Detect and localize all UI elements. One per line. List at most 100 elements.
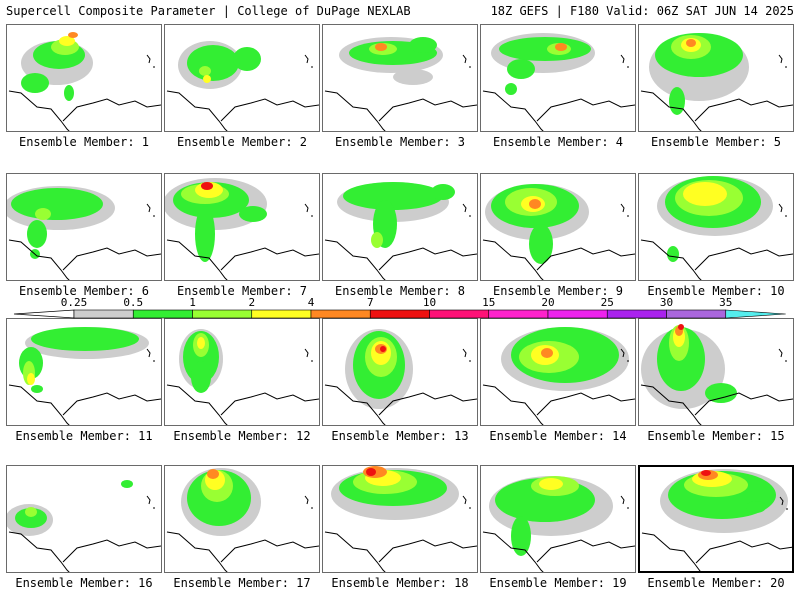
page-title: Supercell Composite Parameter | College … xyxy=(6,4,411,18)
scp-field-map xyxy=(324,329,477,425)
coastline xyxy=(8,239,161,280)
scp-contour-region xyxy=(431,184,455,200)
ensemble-member-map-2[interactable] xyxy=(164,24,320,132)
great-lakes-outline xyxy=(620,203,629,217)
scp-contour-region xyxy=(555,43,567,51)
coastline xyxy=(482,384,635,425)
ensemble-member-map-12[interactable] xyxy=(164,318,320,426)
ensemble-member-map-6[interactable] xyxy=(6,173,162,281)
ensemble-member-map-18[interactable] xyxy=(322,465,478,573)
legend-color-segment xyxy=(666,309,727,319)
scp-field-map xyxy=(324,182,477,280)
ensemble-member-map-13[interactable] xyxy=(322,318,478,426)
scp-contour-region xyxy=(393,69,433,85)
ensemble-member-map-8[interactable] xyxy=(322,173,478,281)
ensemble-member-map-17[interactable] xyxy=(164,465,320,573)
ensemble-member-map-20[interactable] xyxy=(638,465,794,573)
scp-contour-region xyxy=(207,469,219,479)
scp-field-map xyxy=(7,480,161,572)
coastline xyxy=(640,90,793,131)
scp-contour-region xyxy=(669,87,685,115)
scp-contour-region xyxy=(233,47,261,71)
ensemble-member-map-16[interactable] xyxy=(6,465,162,573)
ensemble-member-map-10[interactable] xyxy=(638,173,794,281)
legend-tick-label: 2 xyxy=(248,296,256,309)
scp-field-map xyxy=(7,186,161,280)
scp-contour-region xyxy=(15,508,47,528)
legend-tick-label: 25 xyxy=(600,296,614,309)
scp-contour-region xyxy=(27,220,47,248)
great-lakes-outline xyxy=(304,348,313,362)
coastline xyxy=(166,239,319,280)
scp-field-map xyxy=(166,329,319,425)
ensemble-member-label: Ensemble Member: 5 xyxy=(650,135,782,149)
scp-field-map xyxy=(166,468,319,572)
great-lakes-outline xyxy=(462,203,471,217)
coastline xyxy=(482,239,635,280)
ensemble-member-map-11[interactable] xyxy=(6,318,162,426)
scp-contour-region xyxy=(11,188,103,220)
ensemble-member-map-9[interactable] xyxy=(480,173,636,281)
ensemble-member-label: Ensemble Member: 19 xyxy=(489,576,627,590)
scp-contour-region xyxy=(683,182,727,206)
ensemble-member-label: Ensemble Member: 10 xyxy=(647,284,785,298)
scp-contour-region xyxy=(541,348,553,358)
scp-field-map xyxy=(324,37,477,131)
scp-contour-region xyxy=(505,83,517,95)
legend-tick-label: 0.5 xyxy=(123,296,144,309)
scp-contour-region xyxy=(371,232,383,248)
scp-field-map xyxy=(165,178,319,280)
ensemble-member-label: Ensemble Member: 2 xyxy=(176,135,308,149)
scp-contour-region xyxy=(201,182,213,190)
scp-contour-region xyxy=(511,516,531,556)
scp-contour-region xyxy=(21,73,49,93)
legend-color-segment xyxy=(369,309,430,319)
scp-contour-region xyxy=(529,224,553,264)
color-scale-bar xyxy=(13,309,786,319)
scp-contour-region xyxy=(68,32,78,38)
great-lakes-outline xyxy=(146,203,155,217)
scp-contour-region xyxy=(27,373,35,385)
coastline xyxy=(324,531,477,572)
scp-contour-region xyxy=(121,480,133,488)
legend-arrow-high xyxy=(725,309,786,319)
ensemble-member-map-15[interactable] xyxy=(638,318,794,426)
coastline xyxy=(482,90,635,131)
ensemble-member-label: Ensemble Member: 12 xyxy=(173,429,311,443)
ensemble-member-map-14[interactable] xyxy=(480,318,636,426)
ensemble-member-map-4[interactable] xyxy=(480,24,636,132)
ensemble-member-map-5[interactable] xyxy=(638,24,794,132)
scp-field-map xyxy=(482,33,635,131)
scp-contour-region xyxy=(507,59,535,79)
great-lakes-outline xyxy=(778,203,787,217)
scp-field-map xyxy=(8,327,161,425)
scp-contour-region xyxy=(499,37,591,61)
ensemble-member-map-3[interactable] xyxy=(322,24,478,132)
ensemble-member-label: Ensemble Member: 14 xyxy=(489,429,627,443)
scp-field-map xyxy=(640,324,793,425)
scp-contour-region xyxy=(31,385,43,393)
color-scale-legend: 0.25 0.5 1 2 4 7 10 15 20 25 30 35 xyxy=(0,296,800,322)
scp-contour-region xyxy=(25,507,37,517)
scp-contour-region xyxy=(705,383,737,403)
legend-color-segment xyxy=(547,309,608,319)
scp-contour-region xyxy=(197,337,205,349)
scp-contour-region xyxy=(64,85,74,101)
ensemble-member-label: Ensemble Member: 15 xyxy=(647,429,785,443)
scp-field-map xyxy=(640,33,793,131)
scp-contour-region xyxy=(199,66,211,76)
ensemble-member-map-7[interactable] xyxy=(164,173,320,281)
coastline xyxy=(166,90,319,131)
great-lakes-outline xyxy=(620,495,629,509)
legend-color-segment xyxy=(488,309,549,319)
scp-contour-region xyxy=(529,199,541,209)
ensemble-member-label: Ensemble Member: 17 xyxy=(173,576,311,590)
ensemble-member-map-1[interactable] xyxy=(6,24,162,132)
ensemble-member-map-19[interactable] xyxy=(480,465,636,573)
great-lakes-outline xyxy=(620,348,629,362)
coastline xyxy=(8,384,161,425)
scp-field-map xyxy=(641,469,792,571)
legend-tick-label: 30 xyxy=(659,296,674,309)
legend-tick-label: 1 xyxy=(189,296,196,309)
coastline xyxy=(166,531,319,572)
